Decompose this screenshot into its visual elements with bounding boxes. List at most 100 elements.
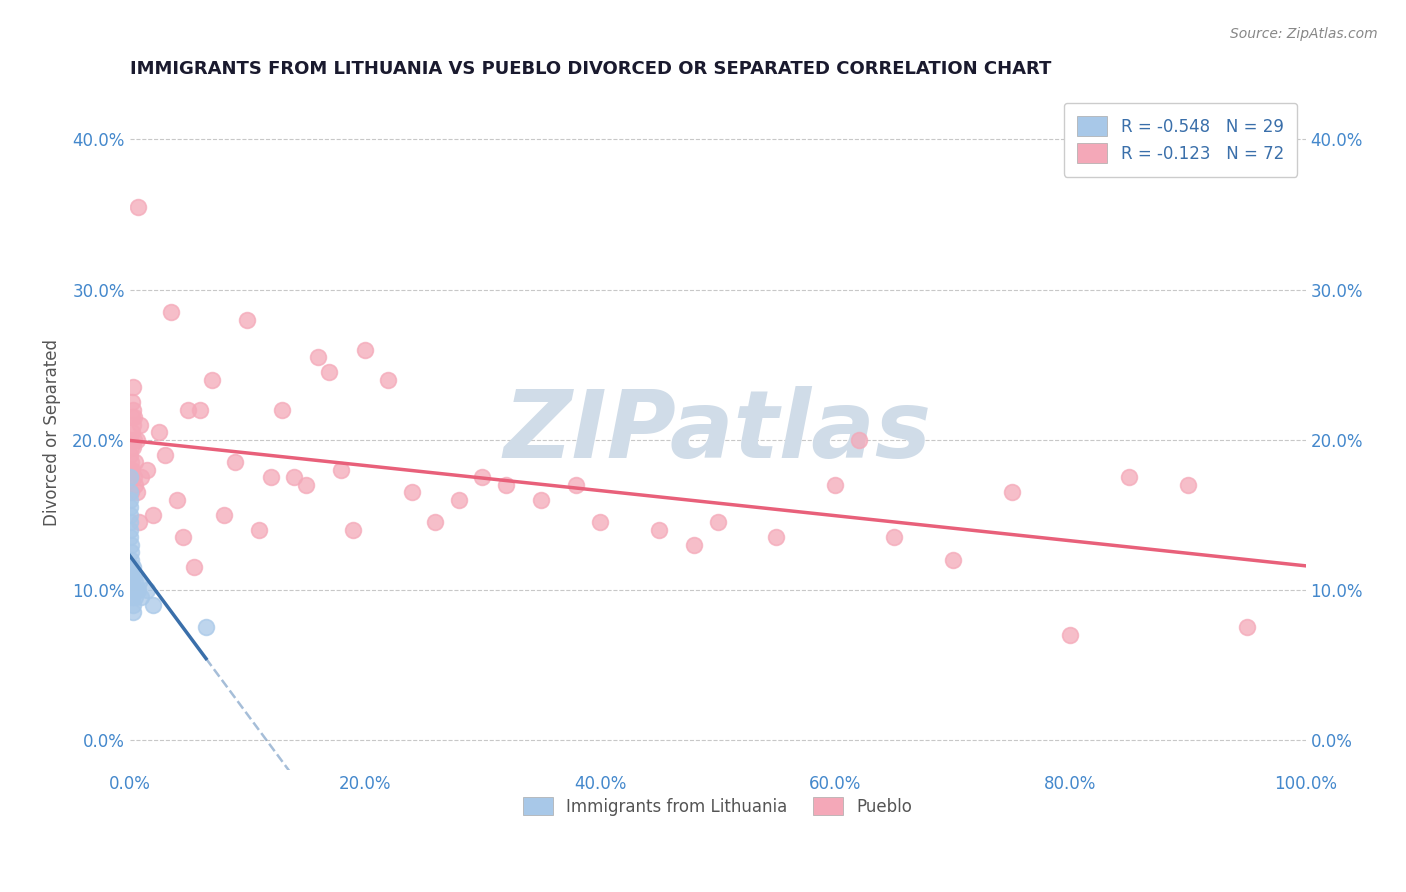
Point bbox=[401, 485, 423, 500]
Point bbox=[121, 425, 143, 440]
Point bbox=[342, 523, 364, 537]
Point bbox=[121, 410, 143, 425]
Point bbox=[153, 448, 176, 462]
Point bbox=[129, 417, 152, 432]
Point bbox=[330, 463, 353, 477]
Point bbox=[124, 567, 146, 582]
Point bbox=[124, 477, 146, 491]
Text: IMMIGRANTS FROM LITHUANIA VS PUEBLO DIVORCED OR SEPARATED CORRELATION CHART: IMMIGRANTS FROM LITHUANIA VS PUEBLO DIVO… bbox=[129, 60, 1050, 78]
Point bbox=[120, 545, 142, 559]
Point bbox=[122, 606, 145, 620]
Point bbox=[118, 448, 141, 462]
Point bbox=[447, 492, 470, 507]
Point bbox=[236, 312, 259, 326]
Point bbox=[318, 365, 340, 379]
Point bbox=[648, 523, 671, 537]
Legend: Immigrants from Lithuania, Pueblo: Immigrants from Lithuania, Pueblo bbox=[516, 790, 918, 822]
Point bbox=[128, 575, 150, 590]
Point bbox=[425, 516, 447, 530]
Point bbox=[1236, 620, 1258, 634]
Point bbox=[127, 582, 149, 597]
Point bbox=[124, 575, 146, 590]
Point bbox=[127, 200, 149, 214]
Point bbox=[125, 582, 148, 597]
Point bbox=[131, 591, 153, 605]
Point bbox=[295, 477, 318, 491]
Y-axis label: Divorced or Separated: Divorced or Separated bbox=[44, 339, 60, 525]
Point bbox=[125, 485, 148, 500]
Point bbox=[212, 508, 235, 522]
Point bbox=[122, 440, 145, 454]
Point bbox=[120, 470, 142, 484]
Point bbox=[166, 492, 188, 507]
Point bbox=[121, 582, 143, 597]
Point bbox=[148, 425, 170, 440]
Point bbox=[122, 598, 145, 612]
Point bbox=[122, 417, 145, 432]
Point bbox=[765, 530, 787, 544]
Point bbox=[120, 560, 142, 574]
Point bbox=[1059, 628, 1081, 642]
Point bbox=[118, 492, 141, 507]
Text: Source: ZipAtlas.com: Source: ZipAtlas.com bbox=[1230, 27, 1378, 41]
Point bbox=[121, 591, 143, 605]
Point bbox=[121, 395, 143, 409]
Point bbox=[495, 477, 517, 491]
Point bbox=[120, 553, 142, 567]
Point bbox=[942, 553, 965, 567]
Point bbox=[188, 402, 211, 417]
Point bbox=[1118, 470, 1140, 484]
Point bbox=[530, 492, 553, 507]
Point bbox=[118, 508, 141, 522]
Point bbox=[247, 523, 270, 537]
Point bbox=[1177, 477, 1199, 491]
Point bbox=[122, 380, 145, 394]
Point bbox=[201, 373, 224, 387]
Point bbox=[118, 433, 141, 447]
Point bbox=[589, 516, 612, 530]
Point bbox=[136, 582, 159, 597]
Point bbox=[125, 433, 148, 447]
Text: ZIPatlas: ZIPatlas bbox=[503, 386, 932, 478]
Point bbox=[224, 455, 246, 469]
Point bbox=[120, 538, 142, 552]
Point bbox=[471, 470, 494, 484]
Point bbox=[122, 560, 145, 574]
Point bbox=[120, 440, 142, 454]
Point bbox=[142, 598, 165, 612]
Point bbox=[121, 463, 143, 477]
Point bbox=[124, 455, 146, 469]
Point bbox=[118, 530, 141, 544]
Point bbox=[120, 455, 142, 469]
Point bbox=[848, 433, 870, 447]
Point bbox=[121, 575, 143, 590]
Point bbox=[883, 530, 905, 544]
Point bbox=[1000, 485, 1022, 500]
Point bbox=[120, 567, 142, 582]
Point bbox=[124, 433, 146, 447]
Point bbox=[195, 620, 218, 634]
Point bbox=[260, 470, 283, 484]
Point bbox=[307, 350, 329, 364]
Point bbox=[128, 516, 150, 530]
Point bbox=[565, 477, 588, 491]
Point bbox=[142, 508, 165, 522]
Point bbox=[283, 470, 305, 484]
Point bbox=[118, 500, 141, 515]
Point bbox=[118, 463, 141, 477]
Point bbox=[124, 410, 146, 425]
Point bbox=[122, 402, 145, 417]
Point bbox=[683, 538, 706, 552]
Point bbox=[131, 470, 153, 484]
Point bbox=[120, 485, 142, 500]
Point bbox=[177, 402, 200, 417]
Point bbox=[118, 485, 141, 500]
Point bbox=[706, 516, 728, 530]
Point bbox=[271, 402, 294, 417]
Point bbox=[118, 516, 141, 530]
Point bbox=[183, 560, 205, 574]
Point bbox=[377, 373, 399, 387]
Point bbox=[124, 470, 146, 484]
Point bbox=[824, 477, 846, 491]
Point bbox=[136, 463, 159, 477]
